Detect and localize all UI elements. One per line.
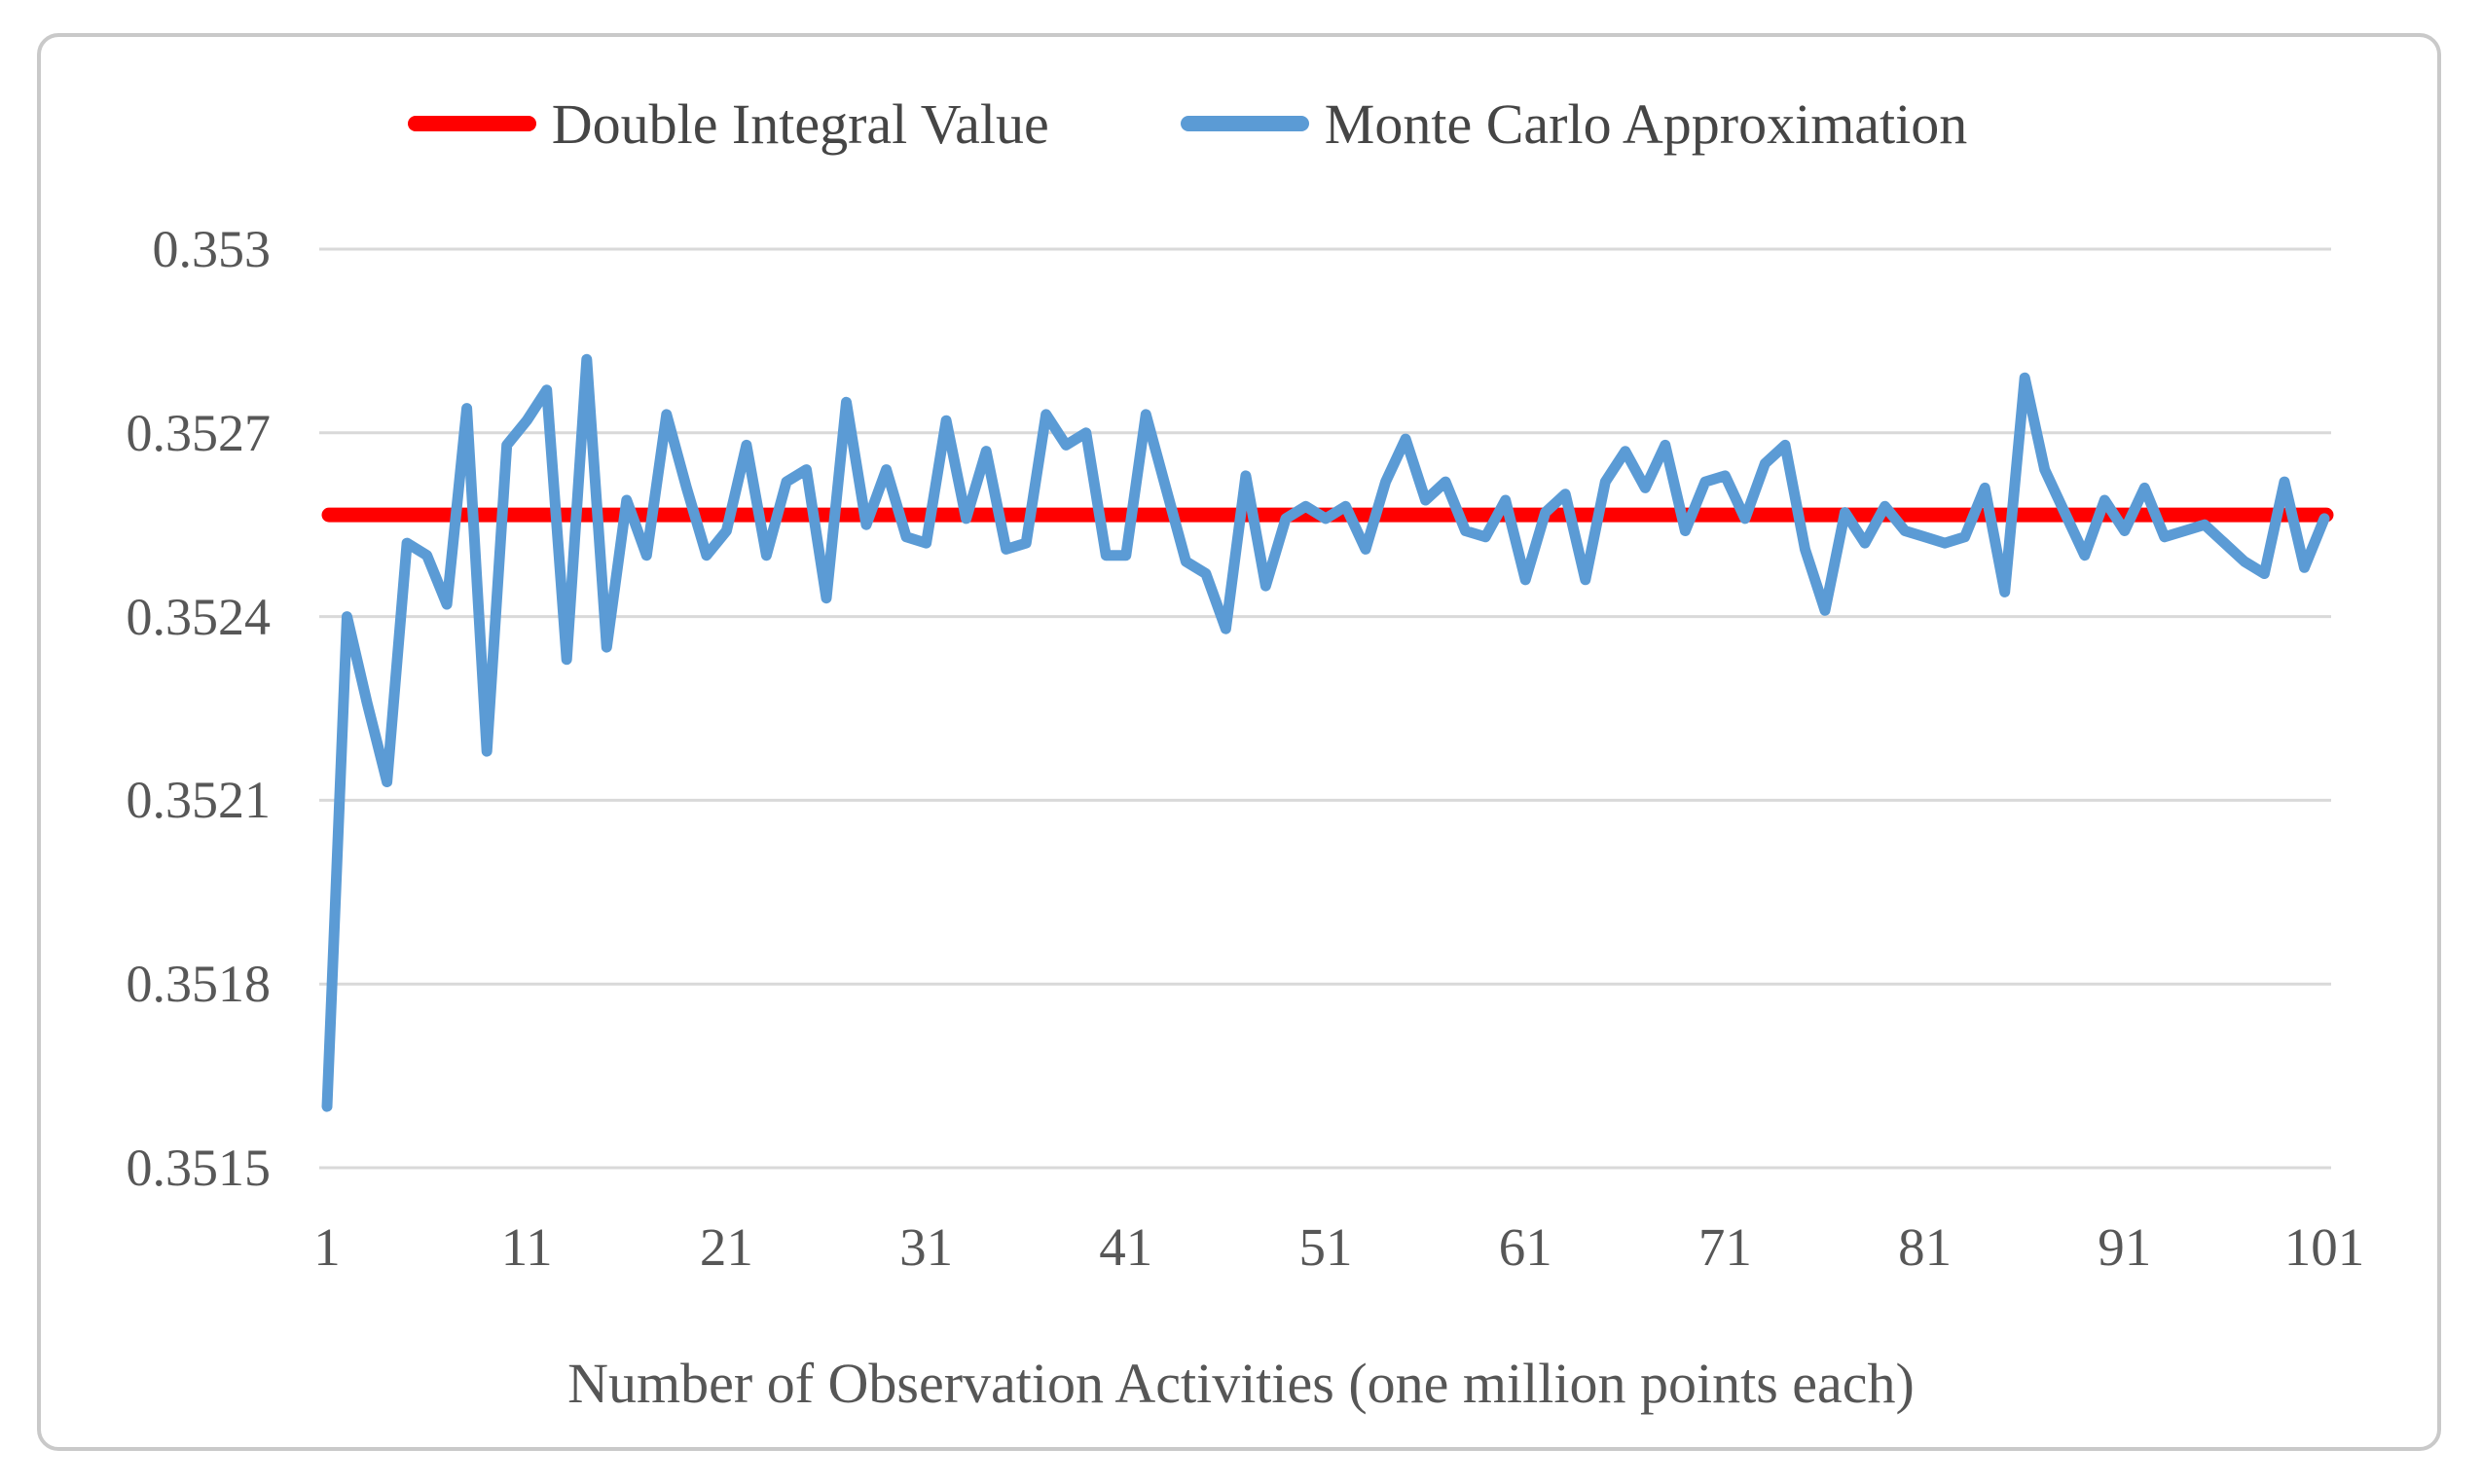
x-axis-title: Number of Observation Activities (one mi… [567, 1352, 1915, 1415]
legend-label: Monte Carlo Approximation [1324, 91, 1968, 156]
x-tick-label: 71 [1697, 1217, 1752, 1277]
legend-item-monte-carlo: Monte Carlo Approximation [1180, 91, 1968, 157]
x-tick-label: 61 [1498, 1217, 1552, 1277]
chart-border-frame [37, 33, 2441, 1451]
x-tick-label: 1 [313, 1217, 341, 1277]
monte-carlo-line [321, 353, 2330, 1112]
x-tick-label: 51 [1298, 1217, 1353, 1277]
y-tick-label: 0.3515 [126, 1139, 272, 1197]
x-tick-label: 91 [2098, 1217, 2152, 1277]
blue-line-legend-marker-icon [1180, 116, 1309, 131]
x-tick-label: 31 [899, 1217, 954, 1277]
gridlines [319, 247, 2331, 1170]
y-tick-label: 0.3524 [126, 587, 272, 646]
y-tick-label: 0.3518 [126, 955, 272, 1014]
y-tick-label: 0.3521 [126, 771, 272, 830]
red-line-legend-marker-icon [407, 116, 536, 131]
legend-item-double-integral: Double Integral Value [407, 91, 1049, 157]
legend: Double Integral Value Monte Carlo Approx… [0, 90, 2428, 158]
y-tick-label: 0.3527 [126, 403, 272, 462]
x-tick-label: 81 [1898, 1217, 1953, 1277]
y-tick-label: 0.353 [152, 220, 272, 278]
legend-label: Double Integral Value [551, 91, 1049, 156]
x-tick-label: 21 [699, 1217, 753, 1277]
x-tick-label: 101 [2283, 1217, 2365, 1277]
x-tick-label: 41 [1099, 1217, 1153, 1277]
x-tick-label: 11 [500, 1217, 553, 1277]
